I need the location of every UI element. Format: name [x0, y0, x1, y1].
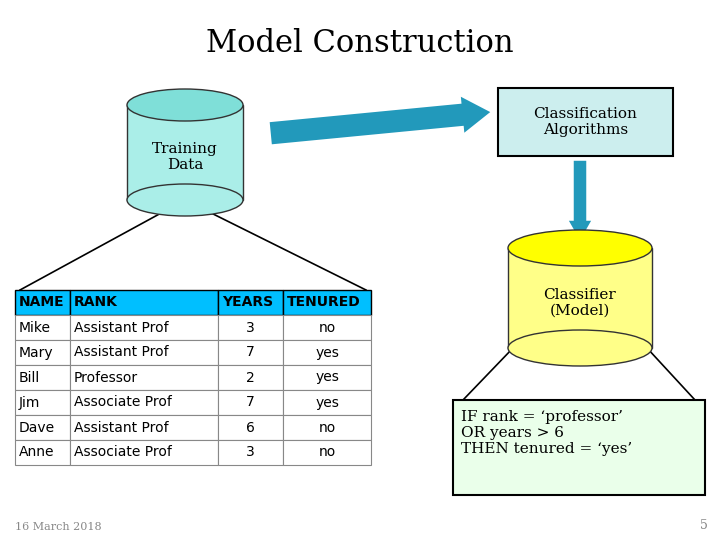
Text: Model Construction: Model Construction	[206, 28, 514, 59]
Text: 7: 7	[246, 346, 255, 360]
Bar	[218, 365, 283, 390]
Text: Anne: Anne	[19, 446, 55, 460]
Text: no: no	[318, 321, 336, 334]
Bar	[70, 315, 218, 340]
FancyArrowPatch shape	[569, 161, 591, 240]
Text: Assistant Prof: Assistant Prof	[74, 346, 168, 360]
Bar	[283, 340, 371, 365]
Text: 2: 2	[246, 370, 255, 384]
Text: NAME: NAME	[19, 295, 65, 309]
Text: RANK: RANK	[74, 295, 118, 309]
Bar	[70, 340, 218, 365]
Bar	[15, 390, 70, 415]
Bar	[498, 88, 673, 156]
Text: no: no	[318, 446, 336, 460]
Bar	[70, 390, 218, 415]
Bar	[218, 440, 283, 465]
Bar	[127, 105, 243, 200]
Ellipse shape	[508, 330, 652, 366]
Text: 16 March 2018: 16 March 2018	[15, 522, 102, 532]
Text: IF rank = ‘professor’
OR years > 6
THEN tenured = ‘yes’: IF rank = ‘professor’ OR years > 6 THEN …	[461, 410, 632, 456]
Text: Assistant Prof: Assistant Prof	[74, 421, 168, 435]
Text: Professor: Professor	[74, 370, 138, 384]
Bar	[218, 315, 283, 340]
Text: Bill: Bill	[19, 370, 40, 384]
Ellipse shape	[508, 230, 652, 266]
Bar	[15, 415, 70, 440]
Text: 5: 5	[700, 519, 708, 532]
Bar	[283, 315, 371, 340]
Text: Associate Prof: Associate Prof	[74, 446, 172, 460]
Text: Mike: Mike	[19, 321, 51, 334]
Text: no: no	[318, 421, 336, 435]
Text: 3: 3	[246, 321, 255, 334]
Text: TENURED: TENURED	[287, 295, 361, 309]
Text: Assistant Prof: Assistant Prof	[74, 321, 168, 334]
Text: 7: 7	[246, 395, 255, 409]
Bar	[70, 290, 218, 315]
Ellipse shape	[127, 184, 243, 216]
Bar	[283, 365, 371, 390]
Text: yes: yes	[315, 395, 339, 409]
Bar	[283, 440, 371, 465]
Bar	[283, 415, 371, 440]
Text: Associate Prof: Associate Prof	[74, 395, 172, 409]
Bar	[283, 290, 371, 315]
Text: YEARS: YEARS	[222, 295, 273, 309]
Bar	[218, 390, 283, 415]
Text: yes: yes	[315, 346, 339, 360]
Bar	[15, 365, 70, 390]
Text: Classifier
(Model): Classifier (Model)	[544, 288, 616, 318]
Text: Mary: Mary	[19, 346, 53, 360]
Text: Jim: Jim	[19, 395, 40, 409]
Bar	[218, 290, 283, 315]
Bar	[453, 400, 705, 495]
Bar	[70, 365, 218, 390]
Bar	[15, 440, 70, 465]
Text: Training
Data: Training Data	[152, 142, 218, 172]
Text: 3: 3	[246, 446, 255, 460]
Bar	[218, 415, 283, 440]
Ellipse shape	[127, 89, 243, 121]
Bar	[70, 440, 218, 465]
Bar	[15, 290, 70, 315]
Bar	[218, 340, 283, 365]
Text: Dave: Dave	[19, 421, 55, 435]
Text: yes: yes	[315, 370, 339, 384]
FancyArrowPatch shape	[270, 97, 490, 144]
Bar	[508, 248, 652, 348]
Text: 6: 6	[246, 421, 255, 435]
Text: Classification
Algorithms: Classification Algorithms	[534, 107, 637, 137]
Bar	[70, 415, 218, 440]
Bar	[283, 390, 371, 415]
Bar	[15, 340, 70, 365]
Bar	[15, 315, 70, 340]
